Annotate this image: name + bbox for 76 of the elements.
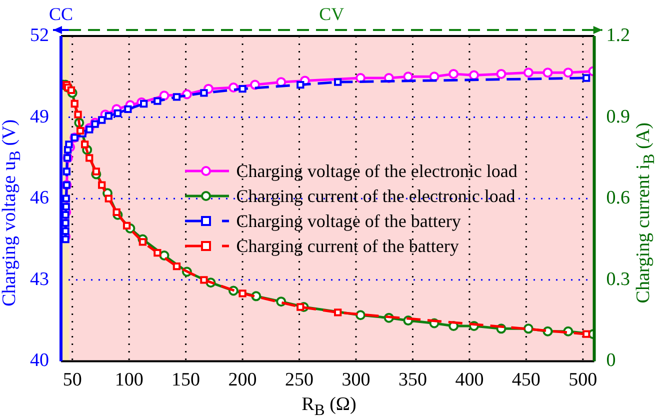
legend-label: Charging voltage of the electronic load bbox=[236, 160, 518, 182]
y2-tick-label: 0 bbox=[606, 350, 616, 372]
y-tick-label: 40 bbox=[30, 350, 49, 372]
x-tick-label: 100 bbox=[114, 370, 144, 391]
y-tick-label: 49 bbox=[30, 106, 49, 128]
point bbox=[62, 219, 70, 227]
legend-label: Charging current of the electronic load bbox=[236, 186, 516, 207]
point bbox=[74, 110, 82, 118]
y2-tick-label: 0.9 bbox=[606, 106, 630, 128]
point bbox=[496, 68, 506, 79]
point bbox=[62, 235, 70, 244]
point bbox=[468, 70, 479, 80]
point bbox=[154, 97, 162, 105]
x-tick-label: 150 bbox=[172, 370, 200, 391]
point bbox=[448, 68, 459, 79]
point bbox=[98, 116, 106, 124]
point bbox=[523, 68, 534, 78]
legend-label: Charging current of the battery bbox=[236, 236, 459, 257]
point bbox=[62, 211, 70, 219]
point bbox=[81, 140, 89, 148]
x-tick-label: 400 bbox=[455, 370, 484, 391]
point bbox=[172, 93, 181, 101]
point bbox=[296, 303, 304, 311]
point bbox=[138, 238, 147, 246]
point bbox=[356, 310, 366, 320]
point bbox=[92, 168, 100, 176]
band-label: CC bbox=[48, 4, 74, 24]
point bbox=[334, 308, 342, 316]
point bbox=[114, 109, 122, 118]
point bbox=[62, 202, 70, 211]
x-tick-label: 200 bbox=[228, 370, 257, 391]
y-tick-label: 43 bbox=[30, 268, 49, 290]
y2-tick-label: 0.6 bbox=[606, 188, 630, 209]
legend-label: Charging voltage of the battery bbox=[236, 210, 461, 232]
x-tick-label: 350 bbox=[398, 370, 427, 391]
point bbox=[200, 89, 208, 97]
point bbox=[334, 78, 342, 86]
point bbox=[104, 112, 112, 120]
point bbox=[542, 68, 553, 78]
point bbox=[65, 140, 73, 148]
y2-tick-label: 0.3 bbox=[606, 268, 630, 290]
point bbox=[238, 290, 246, 298]
point bbox=[582, 330, 590, 338]
point bbox=[112, 208, 120, 216]
point bbox=[563, 68, 574, 78]
point bbox=[124, 105, 132, 113]
point bbox=[172, 262, 181, 270]
x-axis-title: R$_{B}$ (Ω) bbox=[300, 394, 358, 420]
x-tick-label: 50 bbox=[62, 370, 82, 391]
point bbox=[523, 324, 534, 334]
point bbox=[62, 168, 70, 176]
x-tick-label: 300 bbox=[342, 370, 370, 391]
point bbox=[86, 154, 94, 162]
point bbox=[154, 248, 162, 257]
point bbox=[67, 86, 76, 94]
point bbox=[91, 120, 99, 128]
x-tick-label: 250 bbox=[285, 370, 314, 391]
point bbox=[70, 100, 78, 108]
y2-tick-label: 1.2 bbox=[606, 24, 630, 46]
point bbox=[122, 222, 131, 230]
point bbox=[86, 126, 94, 134]
point bbox=[296, 80, 304, 89]
point bbox=[238, 85, 246, 93]
y-tick-label: 52 bbox=[30, 24, 49, 46]
x-tick-label: 500 bbox=[568, 370, 598, 391]
point bbox=[62, 194, 70, 202]
band-label: CV bbox=[318, 4, 346, 24]
point bbox=[200, 276, 208, 284]
point bbox=[76, 127, 84, 135]
point bbox=[62, 227, 70, 235]
x-tick-label: 450 bbox=[512, 370, 540, 391]
point bbox=[98, 181, 106, 189]
point bbox=[140, 100, 148, 108]
point bbox=[582, 74, 590, 82]
y-tick-label: 46 bbox=[30, 188, 49, 209]
point bbox=[104, 194, 112, 202]
